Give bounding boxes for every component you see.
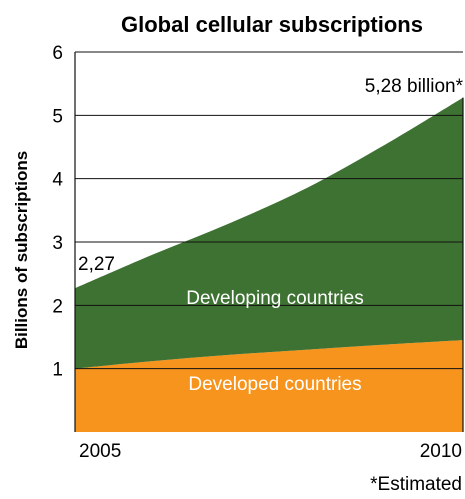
text-labels: Global cellular subscriptions Billions o… — [12, 12, 464, 495]
y-tick-label-3: 3 — [52, 233, 63, 254]
footnote: *Estimated — [370, 474, 462, 495]
tick-labels: 1 2 3 4 5 6 2005 2010 — [52, 43, 462, 462]
y-tick-label-5: 5 — [52, 106, 63, 127]
developing-series-label: Developing countries — [186, 288, 363, 309]
start-value-annotation: 2,27 — [78, 254, 115, 275]
area-developed-countries — [75, 340, 463, 432]
end-value-annotation: 5,28 billion* — [365, 76, 464, 97]
area-developing-countries — [75, 97, 463, 369]
developed-series-label: Developed countries — [188, 374, 361, 395]
axes — [74, 52, 464, 432]
y-tick-label-2: 2 — [52, 296, 63, 317]
chart-title: Global cellular subscriptions — [121, 12, 423, 37]
x-tick-label-2005: 2005 — [79, 441, 121, 462]
area-layers — [75, 97, 463, 432]
x-tick-label-2010: 2010 — [420, 441, 462, 462]
y-tick-label-6: 6 — [52, 43, 63, 64]
y-tick-label-4: 4 — [52, 170, 63, 191]
gridlines — [75, 51, 463, 370]
y-tick-label-1: 1 — [52, 360, 63, 381]
y-axis-label: Billions of subscriptions — [12, 151, 31, 349]
